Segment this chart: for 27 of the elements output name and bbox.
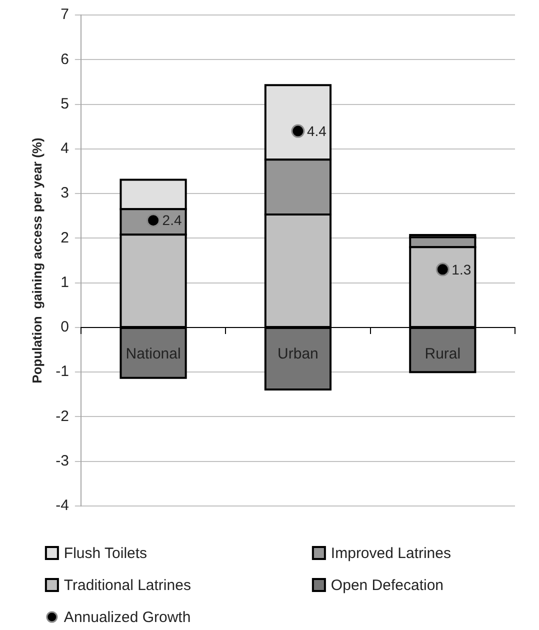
x-tick-label: National [126, 346, 181, 363]
y-axis-title: Population gaining access per year (%) [29, 138, 44, 384]
x-tick-label: Rural [424, 346, 461, 363]
legend-label: Open Defecation [330, 577, 444, 594]
legend-label: Annualized Growth [64, 609, 191, 626]
y-tick-label: 3 [60, 184, 69, 202]
data-label: 1.3 [452, 261, 472, 278]
y-tick-label: -3 [56, 452, 69, 470]
point [291, 124, 305, 138]
point [146, 214, 160, 228]
y-tick-label: -4 [56, 497, 69, 514]
data-label: 4.4 [306, 122, 327, 139]
y-tick-label: 6 [60, 50, 69, 68]
y-tick-label: 2 [60, 229, 69, 246]
legend-label: Flush Toilets [64, 545, 148, 562]
y-tick-label: 4 [60, 140, 69, 158]
legend-label: Improved Latrines [330, 545, 451, 562]
y-tick-label: 1 [60, 274, 69, 291]
y-tick-label: -2 [56, 408, 69, 425]
point [436, 262, 450, 276]
y-tick-label: 7 [60, 6, 69, 24]
y-tick-label: 0 [60, 318, 69, 336]
y-tick-label: 5 [60, 95, 69, 112]
y-tick-label: -1 [56, 363, 69, 380]
x-tick-label: Urban [278, 346, 318, 363]
data-label: 2.4 [162, 212, 182, 228]
legend-label: Traditional Latrines [64, 577, 191, 594]
